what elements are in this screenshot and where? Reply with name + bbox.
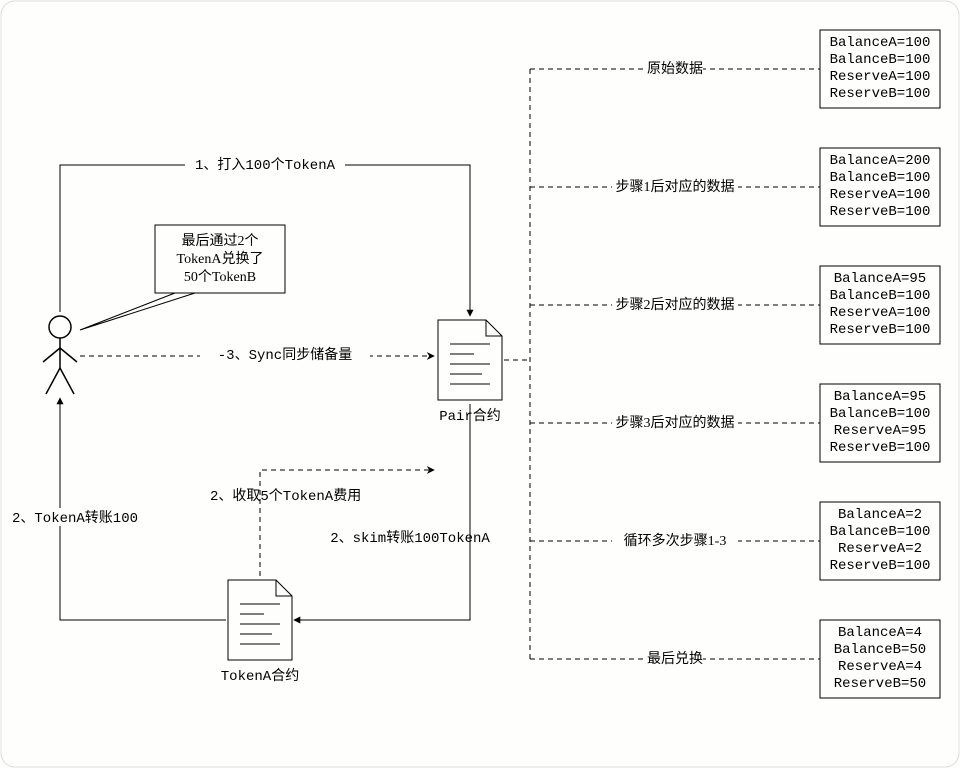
state-label: 原始数据: [647, 61, 703, 77]
edge-skim-label: 2、skim转账100TokenA: [330, 530, 490, 547]
state-row: ReserveA=100: [830, 305, 931, 321]
callout-line: TokenA兑换了: [177, 250, 264, 267]
state-row: ReserveB=100: [830, 322, 931, 338]
state-row: ReserveA=4: [838, 659, 922, 675]
edge-deposit-label: 1、打入100个TokenA: [195, 156, 336, 174]
state-row: BalanceA=100: [830, 35, 931, 51]
state-row: ReserveB=100: [830, 558, 931, 574]
state-row: BalanceB=50: [834, 642, 926, 658]
tokena-contract-icon-label: TokenA合约: [221, 668, 299, 685]
state-row: ReserveA=100: [830, 187, 931, 203]
state-row: BalanceA=95: [834, 389, 926, 405]
state-label: 步骤2后对应的数据: [616, 296, 735, 313]
state-label: 最后兑换: [647, 650, 703, 667]
state-row: ReserveA=100: [830, 69, 931, 85]
state-row: BalanceB=100: [830, 288, 931, 304]
state-row: ReserveB=50: [834, 676, 926, 692]
callout-line: 最后通过2个: [182, 233, 259, 249]
edge-sync-label: -3、Sync同步储备量: [218, 346, 352, 364]
edge-skim: [294, 404, 470, 620]
state-row: BalanceA=95: [834, 271, 926, 287]
state-row: BalanceB=100: [830, 406, 931, 422]
pair-contract-icon: [438, 320, 502, 400]
callout-line: 50个TokenB: [184, 269, 256, 285]
state-row: ReserveB=100: [830, 204, 931, 220]
edge-fee-label: 2、收取5个TokenA费用: [210, 488, 361, 505]
state-label: 循环多次步骤1-3: [624, 532, 727, 549]
state-row: ReserveB=100: [830, 86, 931, 102]
state-row: BalanceA=2: [838, 507, 922, 523]
state-row: BalanceA=4: [838, 625, 922, 641]
callout-tail: [80, 293, 195, 330]
state-row: ReserveA=2: [838, 541, 922, 557]
state-row: BalanceB=100: [830, 170, 931, 186]
state-row: BalanceA=200: [830, 153, 931, 169]
state-label: 步骤1后对应的数据: [616, 178, 735, 195]
edge-transfer-label2: 2、TokenA转账100: [12, 510, 138, 527]
tokena-contract-icon: [228, 580, 292, 660]
state-row: ReserveA=95: [834, 423, 926, 439]
state-row: BalanceB=100: [830, 524, 931, 540]
edge-fee: [260, 470, 434, 576]
state-label: 步骤3后对应的数据: [616, 414, 735, 431]
user-icon: [43, 316, 77, 394]
state-row: BalanceB=100: [830, 52, 931, 68]
state-row: ReserveB=100: [830, 440, 931, 456]
